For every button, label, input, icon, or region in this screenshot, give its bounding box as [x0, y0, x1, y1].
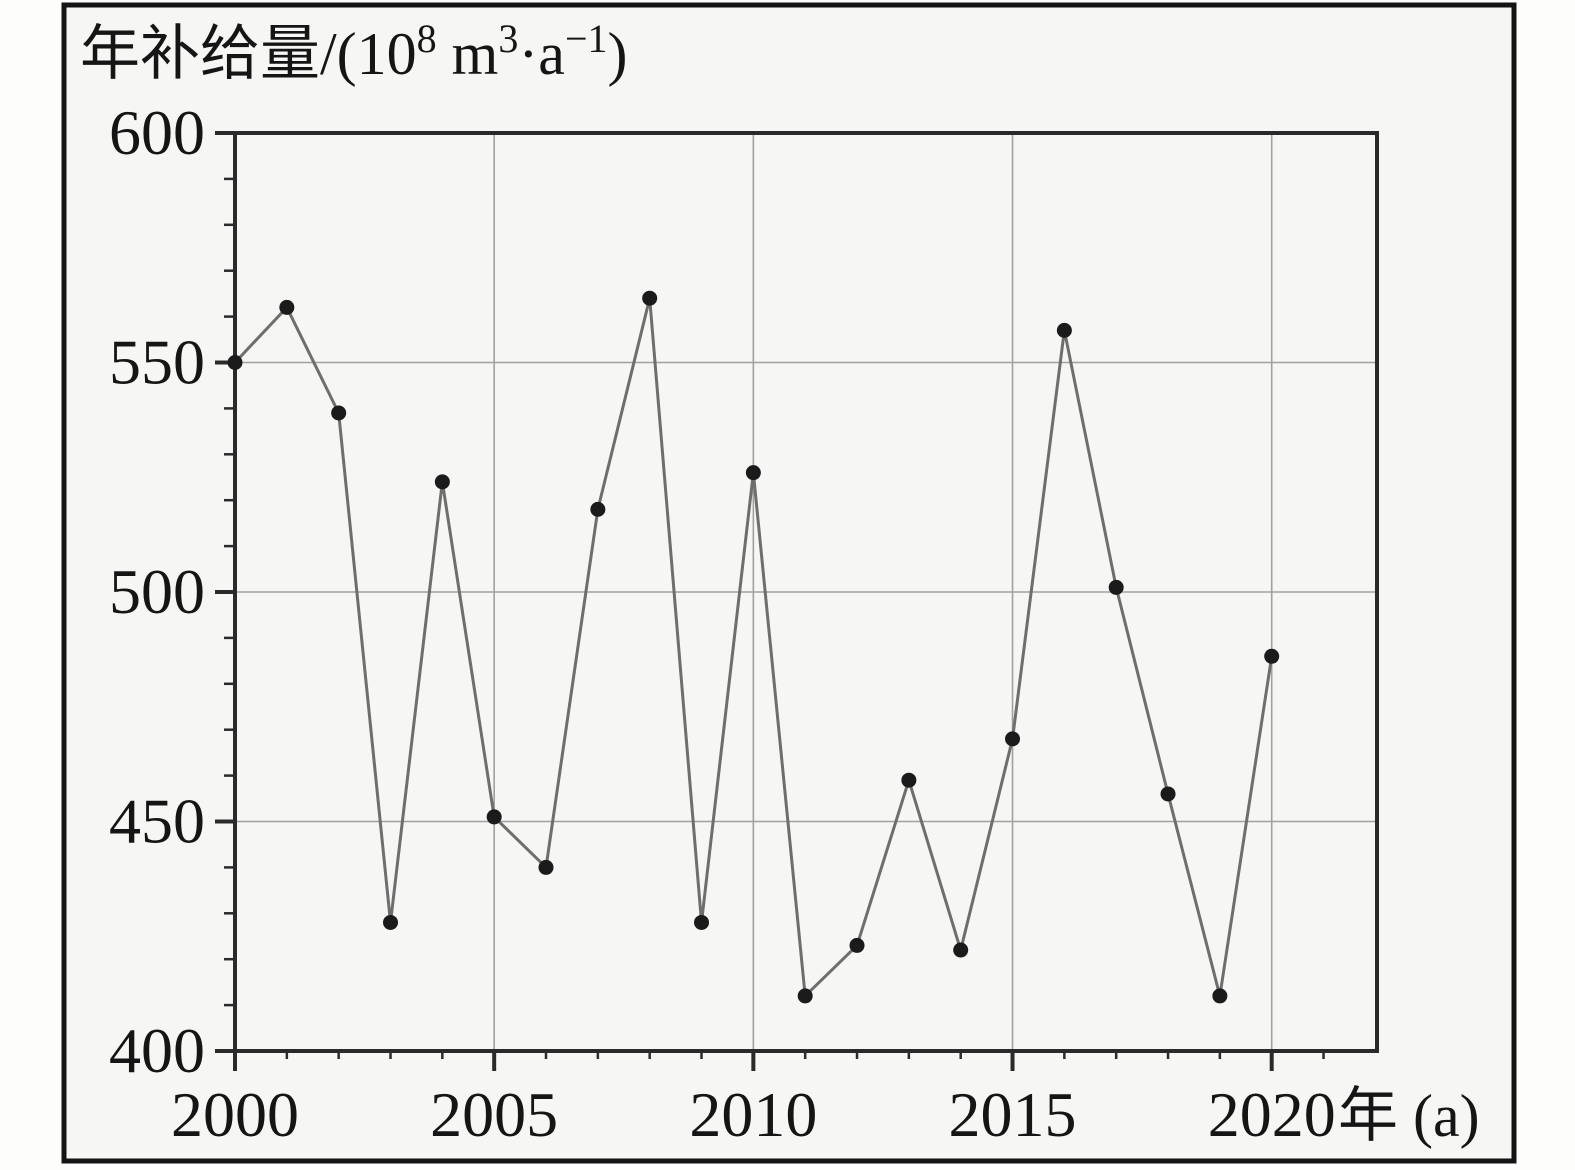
data-point	[953, 942, 969, 958]
data-point	[590, 501, 606, 517]
data-point	[642, 290, 658, 306]
data-point	[797, 988, 813, 1004]
data-point	[1005, 731, 1021, 747]
data-point	[745, 465, 761, 481]
data-point	[901, 772, 917, 788]
data-point	[849, 937, 865, 953]
x-tick-label: 2000	[171, 1079, 299, 1150]
title-superscript-8: 8	[417, 16, 437, 61]
title-superscript-3: 3	[498, 16, 518, 61]
data-point	[383, 914, 399, 930]
title-superscript-minus-1: −1	[565, 16, 608, 61]
y-tick-label: 450	[109, 786, 205, 857]
data-point	[538, 859, 554, 875]
data-point	[434, 474, 450, 490]
x-tick-label: 2020	[1208, 1079, 1336, 1150]
data-point	[331, 405, 347, 421]
tick-marks	[215, 131, 1325, 1071]
axis-tick-labels: 400 450 500 550 600 2000 2005 2010 2015 2020	[109, 97, 1336, 1150]
data-point	[1212, 988, 1228, 1004]
y-tick-label: 600	[109, 97, 205, 168]
data-point	[279, 299, 295, 315]
x-axis-unit-label: 年 (a)	[1338, 1083, 1480, 1149]
x-tick-label: 2005	[430, 1079, 558, 1150]
data-series	[227, 290, 1280, 1004]
data-point	[1264, 648, 1280, 664]
data-point	[1160, 786, 1176, 802]
data-point	[1056, 322, 1072, 338]
outer-frame	[61, 2, 1517, 1164]
data-point	[486, 809, 502, 825]
y-tick-label: 500	[109, 556, 205, 627]
y-tick-label: 400	[109, 1015, 205, 1086]
x-tick-label: 2010	[689, 1079, 817, 1150]
data-point	[1108, 579, 1124, 595]
x-tick-label: 2015	[949, 1079, 1077, 1150]
y-tick-label: 550	[109, 327, 205, 398]
data-point	[227, 355, 243, 370]
gridlines	[235, 133, 1377, 1051]
chart-title: 年补给量/(108 m3·a−1)	[80, 16, 628, 87]
data-point	[694, 914, 710, 930]
